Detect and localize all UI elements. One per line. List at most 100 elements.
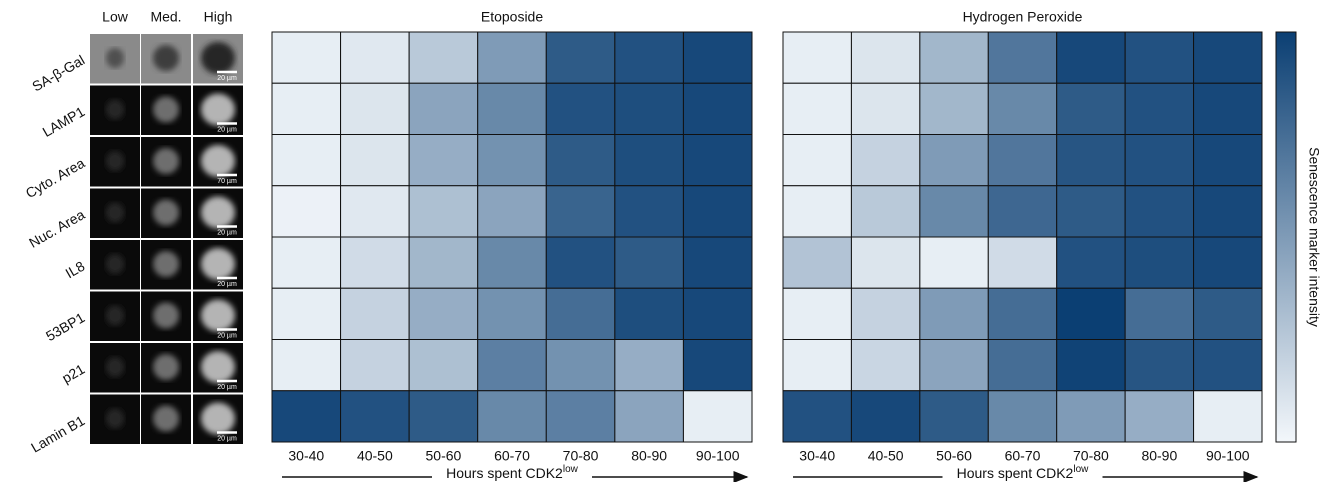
heatmap-cell [409, 237, 478, 288]
heatmap-cell [920, 237, 988, 288]
cell-image [201, 197, 235, 229]
heatmap-cell [851, 288, 919, 339]
heatmap-cell [1125, 288, 1193, 339]
heatmap-cell [546, 237, 615, 288]
cell-image [106, 357, 124, 377]
cell-image [106, 409, 124, 429]
cell-image [106, 306, 124, 326]
heatmap-cell [920, 340, 988, 391]
heatmap-cell [1194, 340, 1262, 391]
heatmap-cell [1194, 135, 1262, 186]
column-label: High [204, 9, 233, 25]
heatmap-cell [478, 237, 547, 288]
heatmap-cell [1194, 83, 1262, 134]
heatmap-cell [478, 135, 547, 186]
heatmap-cell [1057, 32, 1125, 83]
heatmap-cell [272, 340, 341, 391]
heatmap-cell [615, 340, 684, 391]
x-tick-label: 60-70 [1005, 448, 1041, 464]
heatmap-cell [1125, 391, 1193, 442]
heatmap-cell [1057, 391, 1125, 442]
row-label: IL8 [62, 258, 87, 282]
heatmap-cell [478, 186, 547, 237]
heatmap-cell [851, 237, 919, 288]
heatmap-cell [615, 186, 684, 237]
x-axis-label: Hours spent CDK2low [957, 464, 1090, 481]
heatmap-cell [1057, 237, 1125, 288]
row-label: Nuc. Area [26, 206, 87, 251]
heatmap-cell [478, 32, 547, 83]
heatmap-cell [409, 288, 478, 339]
heatmap-cell [988, 391, 1056, 442]
heatmap-cell [546, 32, 615, 83]
scale-bar-label: 20 µm [217, 384, 237, 391]
heatmap-cell [1125, 83, 1193, 134]
heatmap-cell [546, 186, 615, 237]
heatmap-cell [683, 391, 752, 442]
heatmap-cell [683, 32, 752, 83]
cell-image [106, 48, 124, 68]
chart-title: Etoposide [481, 9, 543, 25]
cell-image [153, 406, 179, 432]
heatmap-cell [615, 135, 684, 186]
heatmap-cell [783, 237, 851, 288]
heatmap-cell [409, 32, 478, 83]
x-tick-label: 60-70 [494, 448, 530, 464]
heatmap-cell [988, 83, 1056, 134]
heatmap-cell [783, 83, 851, 134]
heatmap-cell [988, 288, 1056, 339]
scale-bar-label: 20 µm [217, 435, 237, 442]
cell-image [153, 354, 179, 380]
row-label: Lamin B1 [28, 412, 87, 456]
heatmap-cell [851, 186, 919, 237]
heatmap-cell [1125, 135, 1193, 186]
heatmap-cell [272, 32, 341, 83]
heatmap-cell [920, 32, 988, 83]
heatmap-cell [1194, 237, 1262, 288]
heatmap-cell [478, 288, 547, 339]
cell-image [201, 145, 235, 177]
heatmap-cell [478, 83, 547, 134]
heatmap-cell [272, 288, 341, 339]
heatmap-cell [546, 288, 615, 339]
x-tick-label: 90-100 [696, 448, 740, 464]
cell-image [201, 403, 235, 435]
heatmap-cell [1125, 186, 1193, 237]
heatmap-cell [851, 391, 919, 442]
heatmap-cell [851, 135, 919, 186]
x-axis-label-sup: low [563, 464, 579, 475]
heatmap-cell [546, 391, 615, 442]
colorbar [1276, 32, 1296, 442]
cell-image [201, 42, 235, 74]
heatmap-cell [615, 237, 684, 288]
cell-image [153, 148, 179, 174]
x-tick-label: 70-80 [1073, 448, 1109, 464]
heatmap-cell [783, 288, 851, 339]
heatmap-cell [1125, 237, 1193, 288]
x-tick-label: 50-60 [426, 448, 462, 464]
cell-image [153, 97, 179, 123]
x-tick-label: 70-80 [563, 448, 599, 464]
heatmap-cell [615, 391, 684, 442]
heatmap-cell [988, 237, 1056, 288]
cell-image [153, 45, 179, 71]
x-tick-label: 50-60 [936, 448, 972, 464]
heatmap-cell [341, 186, 410, 237]
cell-image [153, 251, 179, 277]
x-axis-label-sup: low [1073, 464, 1089, 475]
cell-image [201, 248, 235, 280]
cell-image [106, 151, 124, 171]
x-axis-label-main: Hours spent CDK2 [957, 465, 1074, 481]
x-tick-label: 30-40 [799, 448, 835, 464]
heatmap-cell [409, 391, 478, 442]
heatmap-cell [683, 135, 752, 186]
cell-image [201, 94, 235, 126]
heatmap-cell [783, 340, 851, 391]
scale-bar-label: 20 µm [217, 126, 237, 133]
x-tick-label: 30-40 [288, 448, 324, 464]
cell-image [106, 254, 124, 274]
row-label: SA-β-Gal [29, 52, 87, 95]
heatmap-cell [409, 340, 478, 391]
heatmap-cell [1125, 32, 1193, 83]
cell-image [201, 300, 235, 332]
